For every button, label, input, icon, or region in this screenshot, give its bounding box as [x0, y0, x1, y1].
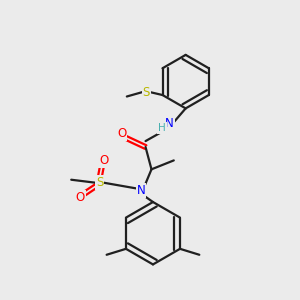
Text: O: O [117, 127, 126, 140]
Text: N: N [165, 117, 174, 130]
Text: O: O [99, 154, 109, 167]
Text: N: N [137, 184, 146, 196]
Text: S: S [96, 176, 103, 189]
Text: O: O [76, 191, 85, 204]
Text: H: H [158, 123, 166, 133]
Text: S: S [142, 85, 150, 98]
